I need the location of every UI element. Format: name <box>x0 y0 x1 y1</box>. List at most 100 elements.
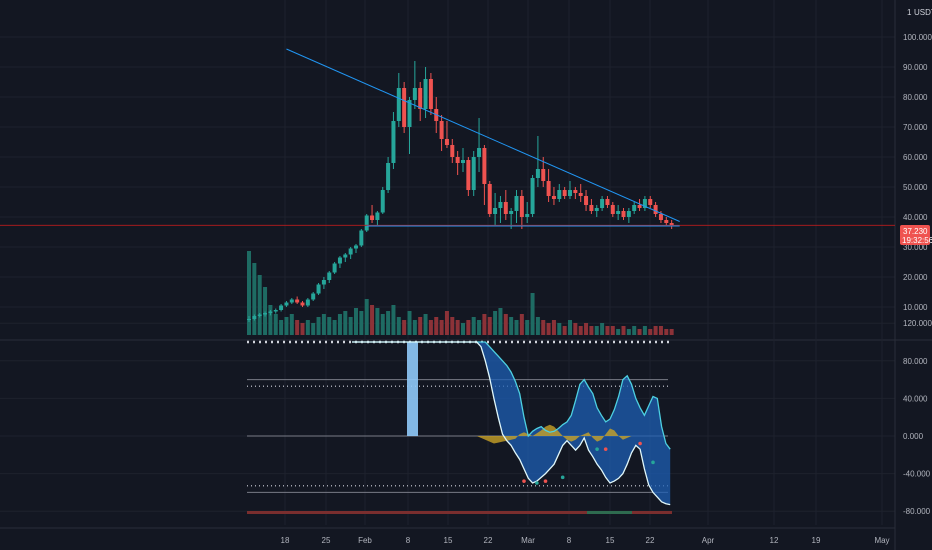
axes: 100.00090.00080.00070.00060.00050.00040.… <box>281 33 932 545</box>
volume-bar <box>642 326 647 335</box>
candle-body <box>546 181 551 196</box>
candle-body <box>493 208 498 214</box>
candle-body <box>503 202 508 214</box>
volume-bar <box>263 287 268 335</box>
osc-signal-dot <box>543 479 548 483</box>
candle-body <box>525 214 530 217</box>
candle-body <box>423 79 428 109</box>
candle-body <box>573 190 578 193</box>
time-axis-tick: 22 <box>484 536 493 545</box>
price-axis-tick: 90.000 <box>903 63 928 72</box>
osc-signal-dot <box>535 481 539 485</box>
candle-body <box>450 145 455 157</box>
candle-body <box>418 88 423 109</box>
candle-body <box>284 302 289 306</box>
volume-bar <box>621 326 626 335</box>
osc-axis-tick: 0.000 <box>903 432 924 441</box>
volume-bar <box>391 305 396 335</box>
candle-body <box>664 220 669 223</box>
candle-body <box>600 199 605 208</box>
candle-body <box>305 299 310 306</box>
candle-body <box>669 223 674 226</box>
candle-body <box>257 314 262 316</box>
candle-body <box>648 199 653 205</box>
time-axis-tick: 8 <box>567 536 572 545</box>
candle-body <box>589 205 594 211</box>
volume-bar <box>343 311 348 335</box>
candle-body <box>562 190 567 196</box>
osc-signal-dot <box>638 441 642 446</box>
osc-signal-dot <box>595 447 599 451</box>
osc-axis-tick: -40.000 <box>903 470 931 479</box>
bottom-strip-red-end <box>632 511 672 514</box>
volume-bar <box>311 323 316 335</box>
candle-body <box>541 169 546 181</box>
osc-line-slow <box>352 341 671 506</box>
time-axis-tick: 8 <box>406 536 411 545</box>
candle-body <box>509 211 514 214</box>
candle-body <box>268 311 273 313</box>
osc-axis-tick: 80.000 <box>903 357 928 366</box>
volume-bar <box>626 329 631 335</box>
volume-bar <box>412 320 417 335</box>
price-axis-tick: 100.000 <box>903 33 932 42</box>
candle-body <box>391 121 396 163</box>
volume-bar <box>348 317 353 335</box>
volume-bar <box>284 317 289 335</box>
volume-bar <box>273 314 278 335</box>
candle-body <box>471 157 476 190</box>
price-axis-tick: 50.000 <box>903 183 928 192</box>
volume-bar <box>354 308 358 335</box>
candle-body <box>407 100 412 127</box>
price-axis-tick: 60.000 <box>903 153 928 162</box>
volume-bar <box>295 320 300 335</box>
osc-yellow-area <box>352 424 692 444</box>
volume-bar <box>664 329 669 335</box>
candle-body <box>359 230 364 246</box>
candle-body <box>386 163 391 190</box>
candle-body <box>343 254 348 258</box>
candle-body <box>594 208 599 211</box>
price-axis-tick: 80.000 <box>903 93 928 102</box>
volume-bar <box>605 326 610 335</box>
time-axis-tick: 12 <box>770 536 779 545</box>
candle-body <box>295 299 300 303</box>
volume-bar <box>653 326 658 335</box>
volume-bar <box>648 329 653 335</box>
time-axis-tick: Mar <box>521 536 535 545</box>
time-axis-tick: 19 <box>812 536 821 545</box>
volume-bar <box>541 320 546 335</box>
time-axis-tick: Apr <box>702 536 715 545</box>
volume-bar <box>568 320 572 335</box>
time-axis-tick: 18 <box>281 536 290 545</box>
trendline-drawings[interactable] <box>0 48 895 227</box>
candle-body <box>263 313 268 315</box>
volume-bar <box>573 323 578 335</box>
price-axis-tick: 30.000 <box>903 243 928 252</box>
volume-bar <box>546 323 551 335</box>
last-price-tag: 37.230 19:32:56 <box>900 225 932 245</box>
volume-bar <box>584 323 589 335</box>
candle-body <box>348 248 353 255</box>
volume-bar <box>327 317 332 335</box>
candle-body <box>519 196 524 217</box>
candlesticks[interactable] <box>247 61 674 322</box>
volume-bar <box>434 317 439 335</box>
volume-bar <box>589 326 594 335</box>
price-tag-background <box>900 225 930 245</box>
volume-bar <box>669 329 674 335</box>
oscillator-pane[interactable] <box>247 340 692 514</box>
volume-bar <box>493 311 498 335</box>
volume-bar <box>252 263 257 335</box>
candle-body <box>605 199 610 205</box>
candle-body <box>551 196 556 199</box>
volume-bar <box>503 314 508 335</box>
volume-bar <box>471 317 476 335</box>
candle-body <box>380 190 385 213</box>
volume-bar <box>616 329 621 335</box>
volume-bar <box>461 323 465 335</box>
candle-body <box>653 205 658 214</box>
candle-body <box>461 160 465 163</box>
